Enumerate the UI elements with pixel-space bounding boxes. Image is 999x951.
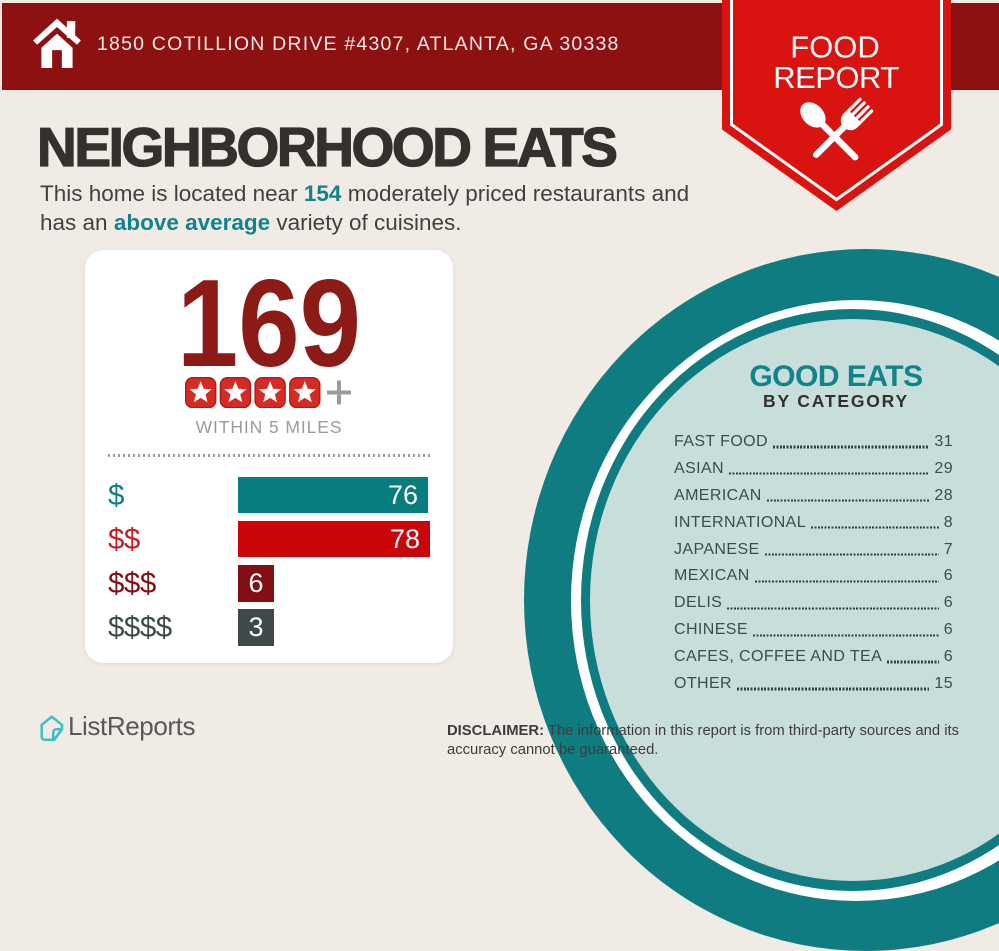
svg-text:FOOD: FOOD (790, 30, 880, 65)
svg-text:REPORT: REPORT (773, 60, 899, 95)
